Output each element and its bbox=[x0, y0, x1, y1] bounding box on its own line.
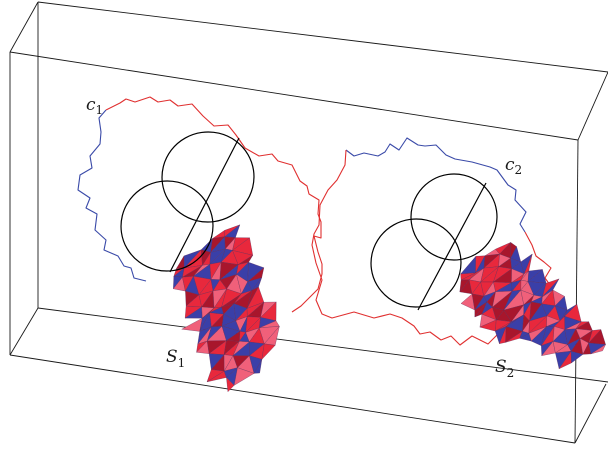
surface-s1-facet bbox=[253, 359, 263, 374]
link-2 bbox=[370, 173, 498, 311]
box-top-right-corner-edge bbox=[577, 71, 608, 141]
box-back-bottom-edge bbox=[37, 307, 608, 383]
box-bottom-right-corner-edge bbox=[574, 383, 607, 444]
ring-2-lower bbox=[370, 218, 462, 308]
ring-2-upper bbox=[410, 173, 498, 261]
surface-s2-facet bbox=[590, 344, 606, 355]
surface-s1-facet bbox=[181, 317, 203, 332]
box-back-top-edge bbox=[37, 1, 608, 73]
label-s1: S1 bbox=[166, 347, 185, 370]
ring-1-upper bbox=[161, 131, 255, 223]
curve-c2-blue-segment bbox=[345, 137, 527, 233]
label-c1: c1 bbox=[86, 95, 103, 117]
box-front-edges bbox=[9, 1, 608, 444]
ring-2-spine bbox=[417, 182, 487, 311]
label-s2: S2 bbox=[495, 357, 514, 380]
box-front-top-edge bbox=[9, 51, 579, 141]
surface-s2 bbox=[459, 242, 607, 370]
surface-s2-facet bbox=[570, 351, 584, 364]
curve-c1 bbox=[77, 96, 323, 313]
ring-1-spine bbox=[169, 137, 240, 273]
ring-1-lower bbox=[120, 180, 214, 272]
surface-s1-facet bbox=[233, 367, 255, 386]
link-1 bbox=[120, 131, 255, 273]
curve-c1-red-segment bbox=[105, 96, 323, 313]
curve-c1-blue-segment bbox=[77, 109, 147, 282]
box-front-right-edge bbox=[574, 139, 579, 444]
box-front-bottom-edge bbox=[9, 354, 576, 444]
label-c2: c2 bbox=[505, 155, 522, 177]
surface-s1-facet bbox=[261, 343, 276, 360]
box-back-edges bbox=[37, 1, 608, 383]
surface-s1 bbox=[173, 224, 280, 393]
box-bottom-left-corner-edge bbox=[9, 307, 39, 356]
surface-s1-facet bbox=[226, 377, 235, 393]
box-top-left-corner-edge bbox=[9, 1, 39, 53]
